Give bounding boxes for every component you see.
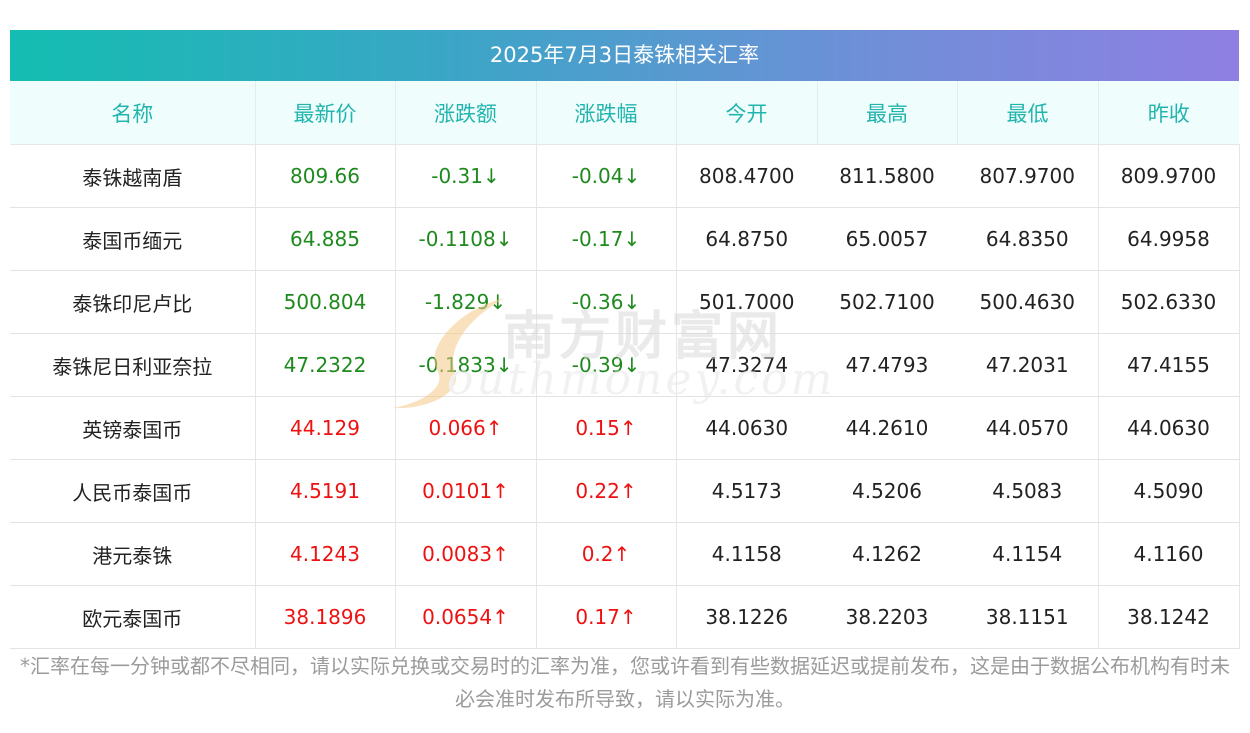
cell-high: 44.2610	[817, 396, 957, 460]
cell-change-pct: 0.22↑	[536, 459, 677, 523]
cell-name: 港元泰铢	[10, 522, 256, 586]
table-row: 人民币泰国币 4.5191 0.0101↑ 0.22↑ 4.5173 4.5206 4.50…	[10, 459, 1240, 523]
cell-low: 4.1154	[957, 522, 1099, 586]
cell-change-pct: -0.04↓	[536, 144, 677, 208]
column-header-open: 今开	[676, 81, 818, 145]
cell-low: 500.4630	[957, 270, 1099, 334]
cell-latest: 64.885	[255, 207, 396, 271]
cell-latest: 44.129	[255, 396, 396, 460]
cell-low: 38.1151	[957, 585, 1099, 649]
column-header-prev-close: 昨收	[1098, 81, 1239, 145]
cell-change-pct: 0.15↑	[536, 396, 677, 460]
cell-open: 44.0630	[676, 396, 817, 460]
table-row: 英镑泰国币 44.129 0.066↑ 0.15↑ 44.0630 44.2610 44.0…	[10, 396, 1240, 460]
cell-change-pct: -0.36↓	[536, 270, 677, 334]
cell-open: 64.8750	[676, 207, 817, 271]
cell-high: 4.1262	[817, 522, 957, 586]
column-header-low: 最低	[957, 81, 1099, 145]
cell-latest: 500.804	[255, 270, 396, 334]
cell-latest: 38.1896	[255, 585, 396, 649]
disclaimer-note: *汇率在每一分钟或都不尽相同，请以实际兑换或交易时的汇率为准，您或许看到有些数据…	[20, 654, 1230, 711]
cell-prev-close: 44.0630	[1098, 396, 1240, 460]
column-header-change-pct: 涨跌幅	[536, 81, 677, 145]
cell-high: 38.2203	[817, 585, 957, 649]
cell-prev-close: 47.4155	[1098, 333, 1240, 397]
cell-high: 811.5800	[817, 144, 957, 208]
cell-name: 欧元泰国币	[10, 585, 256, 649]
cell-latest: 47.2322	[255, 333, 396, 397]
cell-name: 泰铢尼日利亚奈拉	[10, 333, 256, 397]
cell-change: -1.829↓	[395, 270, 537, 334]
column-header-name: 名称	[10, 81, 256, 145]
cell-change: 0.0654↑	[395, 585, 537, 649]
cell-prev-close: 809.9700	[1098, 144, 1240, 208]
table-row: 泰铢尼日利亚奈拉 47.2322 -0.1833↓ -0.39↓ 47.3274 47.4…	[10, 333, 1240, 397]
cell-name: 英镑泰国币	[10, 396, 256, 460]
cell-prev-close: 502.6330	[1098, 270, 1240, 334]
cell-change-pct: -0.39↓	[536, 333, 677, 397]
cell-change-pct: 0.2↑	[536, 522, 677, 586]
cell-prev-close: 4.1160	[1098, 522, 1240, 586]
cell-prev-close: 64.9958	[1098, 207, 1240, 271]
cell-open: 501.7000	[676, 270, 817, 334]
cell-high: 4.5206	[817, 459, 957, 523]
cell-change-pct: 0.17↑	[536, 585, 677, 649]
cell-open: 4.5173	[676, 459, 817, 523]
table-header-row: 名称 最新价 涨跌额 涨跌幅 今开 最高 最低 昨收	[10, 81, 1239, 145]
column-header-high: 最高	[817, 81, 958, 145]
cell-high: 65.0057	[817, 207, 957, 271]
table-row: 泰国币缅元 64.885 -0.1108↓ -0.17↓ 64.8750 65.0057 6…	[10, 207, 1240, 271]
cell-change: -0.1833↓	[395, 333, 537, 397]
cell-name: 泰铢印尼卢比	[10, 270, 256, 334]
cell-latest: 4.5191	[255, 459, 396, 523]
table-row: 港元泰铢 4.1243 0.0083↑ 0.2↑ 4.1158 4.1262 4.1154 4…	[10, 522, 1240, 586]
cell-change: -0.31↓	[395, 144, 537, 208]
cell-latest: 809.66	[255, 144, 396, 208]
exchange-rate-panel: 2025年7月3日泰铢相关汇率 名称 最新价 涨跌额 涨跌幅 今开 最高 最低 …	[10, 30, 1240, 649]
cell-latest: 4.1243	[255, 522, 396, 586]
cell-name: 泰国币缅元	[10, 207, 256, 271]
cell-high: 502.7100	[817, 270, 957, 334]
table-row: 欧元泰国币 38.1896 0.0654↑ 0.17↑ 38.1226 38.2203 38…	[10, 585, 1240, 649]
cell-change: 0.0083↑	[395, 522, 537, 586]
cell-name: 泰铢越南盾	[10, 144, 256, 208]
column-header-latest: 最新价	[255, 81, 396, 145]
cell-low: 47.2031	[957, 333, 1099, 397]
table-title: 2025年7月3日泰铢相关汇率	[10, 30, 1239, 81]
cell-open: 38.1226	[676, 585, 817, 649]
cell-prev-close: 38.1242	[1098, 585, 1240, 649]
exchange-rate-table: 名称 最新价 涨跌额 涨跌幅 今开 最高 最低 昨收 泰铢越南盾 809.66 -0…	[10, 81, 1240, 649]
cell-open: 808.4700	[676, 144, 817, 208]
cell-high: 47.4793	[817, 333, 957, 397]
cell-open: 4.1158	[676, 522, 817, 586]
cell-change: -0.1108↓	[395, 207, 537, 271]
cell-name: 人民币泰国币	[10, 459, 256, 523]
cell-change: 0.0101↑	[395, 459, 537, 523]
cell-prev-close: 4.5090	[1098, 459, 1240, 523]
cell-open: 47.3274	[676, 333, 817, 397]
column-header-change: 涨跌额	[395, 81, 537, 145]
cell-low: 64.8350	[957, 207, 1099, 271]
cell-low: 807.9700	[957, 144, 1099, 208]
cell-low: 44.0570	[957, 396, 1099, 460]
cell-change-pct: -0.17↓	[536, 207, 677, 271]
table-row: 泰铢越南盾 809.66 -0.31↓ -0.04↓ 808.4700 811.5800 8…	[10, 144, 1240, 208]
cell-low: 4.5083	[957, 459, 1099, 523]
cell-change: 0.066↑	[395, 396, 537, 460]
table-row: 泰铢印尼卢比 500.804 -1.829↓ -0.36↓ 501.7000 502.71…	[10, 270, 1240, 334]
